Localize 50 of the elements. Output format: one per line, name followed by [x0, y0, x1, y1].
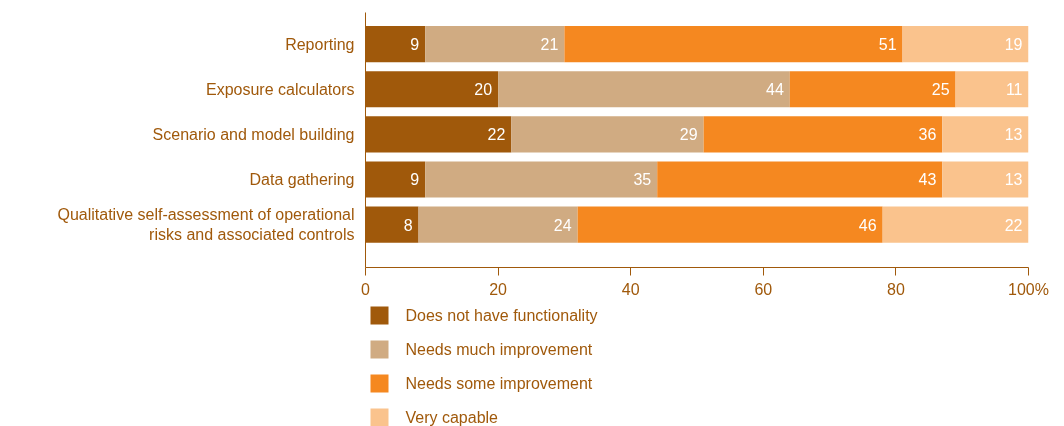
data-label: 21 — [540, 36, 559, 54]
bar — [789, 71, 956, 108]
y-tick-label: Scenario and model building — [152, 125, 355, 143]
bar — [942, 161, 1029, 198]
data-label: 36 — [918, 126, 937, 144]
data-label: 44 — [766, 81, 784, 99]
bar — [511, 116, 704, 153]
x-tick-label: 20 — [489, 280, 508, 298]
bar — [942, 116, 1029, 153]
x-tick-label: 40 — [621, 280, 640, 298]
x-tick-label: 80 — [887, 280, 905, 298]
data-label: 13 — [1004, 171, 1023, 189]
x-tick-label: 60 — [754, 280, 773, 298]
data-label: 20 — [474, 81, 493, 99]
x-tick-label: 0 — [361, 280, 371, 298]
data-label: 9 — [410, 36, 420, 54]
bar — [657, 161, 943, 198]
y-tick-label: Qualitative self-assessment of operational risks and associated controls — [57, 205, 355, 244]
bar — [902, 26, 1029, 63]
data-label: 9 — [410, 171, 420, 189]
y-tick-label: Data gathering — [249, 170, 355, 188]
bar — [425, 26, 565, 63]
legend-label: Very capable — [405, 409, 499, 426]
bar — [418, 206, 578, 243]
bar — [703, 116, 943, 153]
y-tick-label: Reporting — [285, 35, 355, 53]
bar — [425, 161, 658, 198]
data-label: 24 — [553, 216, 572, 234]
bar — [882, 206, 1029, 243]
x-tick-label: 100% — [1008, 280, 1049, 298]
data-label: 13 — [1004, 126, 1023, 144]
data-label: 19 — [1004, 36, 1023, 54]
legend-label: Needs some improvement — [405, 375, 593, 392]
bar — [564, 26, 903, 63]
legend-label: Needs much improvement — [405, 341, 593, 358]
data-label: 29 — [679, 126, 698, 144]
data-label: 25 — [931, 81, 950, 99]
data-label: 35 — [633, 171, 652, 189]
data-label: 51 — [878, 36, 897, 54]
y-tick-label: Exposure calculators — [205, 80, 355, 98]
data-label: 22 — [487, 126, 506, 144]
data-label: 11 — [1005, 81, 1023, 99]
data-label: 8 — [403, 216, 413, 234]
data-label: 22 — [1004, 216, 1023, 234]
bar — [955, 71, 1029, 108]
data-label: 43 — [918, 171, 937, 189]
data-label: 46 — [858, 216, 877, 234]
bar — [577, 206, 883, 243]
bar — [498, 71, 790, 108]
legend-label: Does not have functionality — [405, 307, 598, 324]
